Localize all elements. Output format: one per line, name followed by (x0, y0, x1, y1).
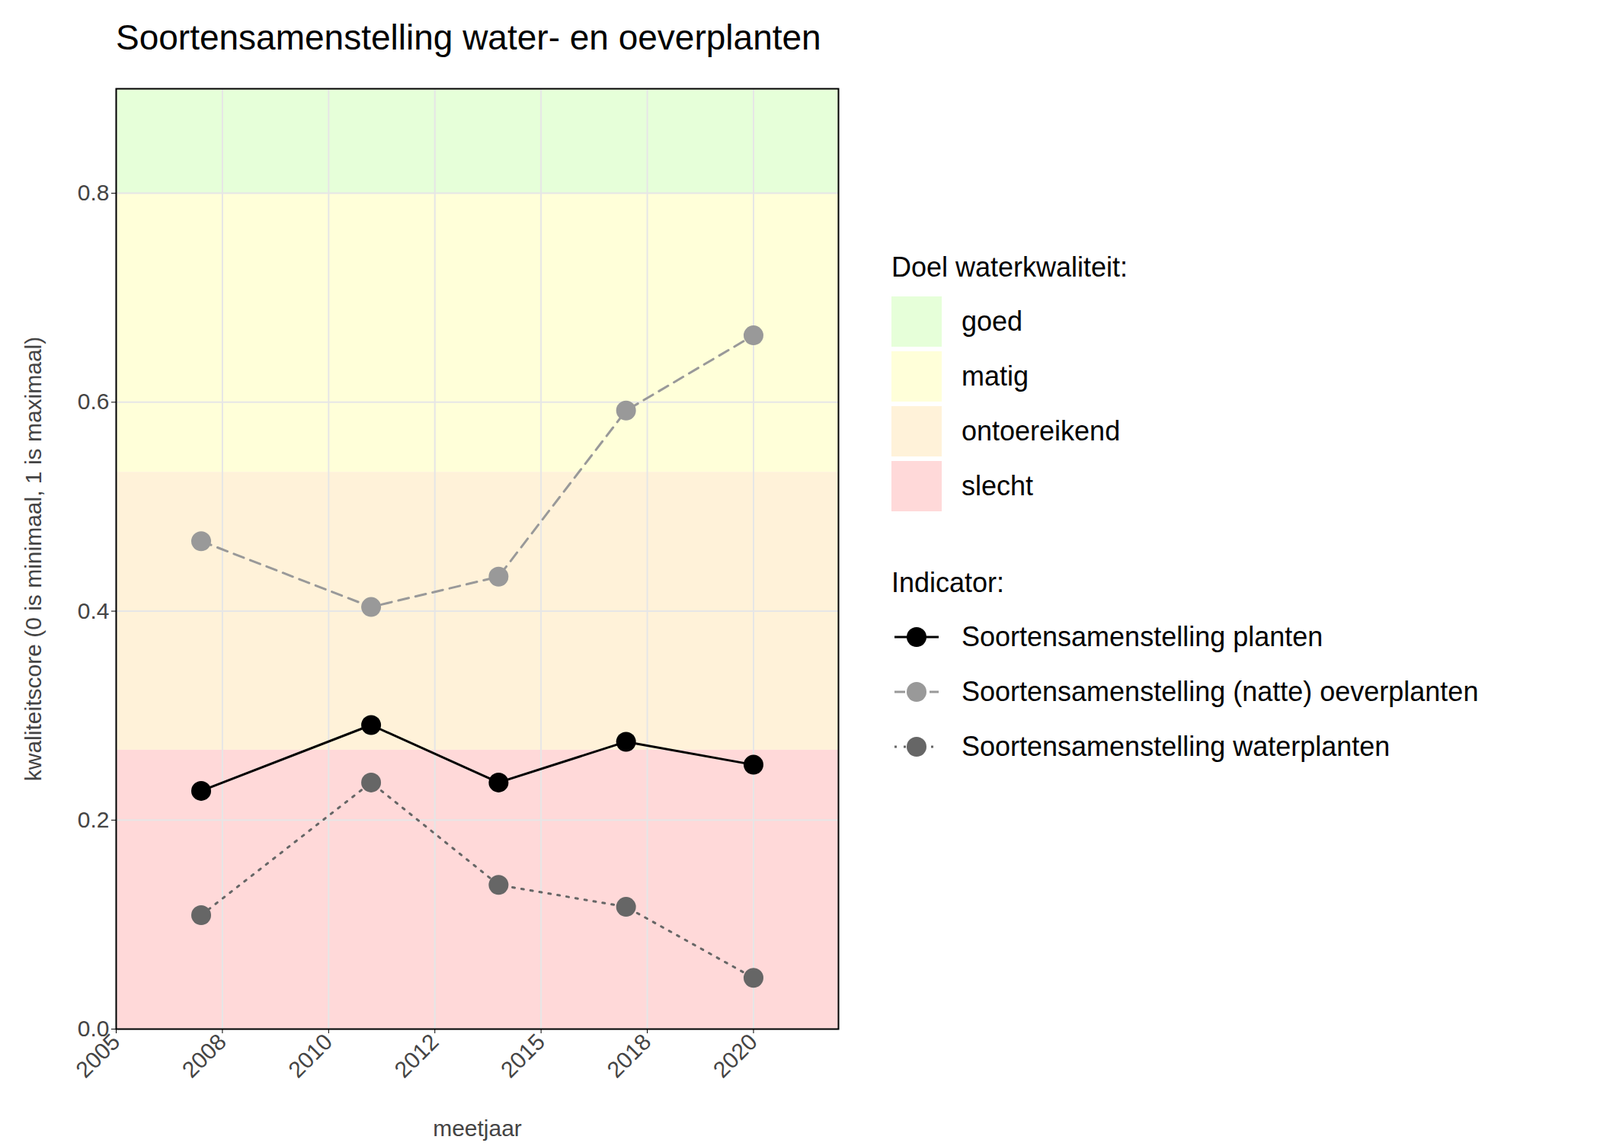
html-text:Doel waterkwaliteit:: Doel waterkwaliteit: (891, 251, 1128, 283)
svg-text:0.8: 0.8 (77, 179, 110, 205)
html-text:goed: goed (961, 305, 1023, 337)
svg-text:2008: 2008 (176, 1028, 231, 1083)
svg-text:2005: 2005 (70, 1028, 125, 1083)
html-text:Soortensamenstelling planten: Soortensamenstelling planten (961, 620, 1323, 653)
svg-text:2018: 2018 (601, 1028, 656, 1083)
html-text:matig: matig (961, 360, 1029, 392)
svg-text:0.2: 0.2 (77, 806, 110, 832)
svg-text:0.4: 0.4 (77, 598, 110, 624)
html-text:Indicator:: Indicator: (891, 566, 1005, 599)
svg-text:2010: 2010 (283, 1028, 338, 1083)
svg-text:0.0: 0.0 (77, 1015, 110, 1041)
html-text:ontoereikend: ontoereikend (961, 415, 1121, 447)
html-text:Soortensamenstelling water- en: Soortensamenstelling water- en oeverplan… (115, 17, 822, 58)
svg-text:meetjaar: meetjaar (432, 1115, 522, 1141)
html-text:Soortensamenstelling (natte) o: Soortensamenstelling (natte) oeverplante… (961, 675, 1479, 708)
svg-text:0.6: 0.6 (77, 388, 110, 414)
svg-text:2015: 2015 (496, 1028, 551, 1083)
svg-text:2012: 2012 (389, 1028, 444, 1083)
svg-text:2020: 2020 (707, 1028, 762, 1083)
svg-text:kwaliteitscore (0 is minimaal,: kwaliteitscore (0 is minimaal, 1 is maxi… (20, 336, 46, 781)
html-text:slecht: slecht (961, 470, 1034, 502)
html-text:Soortensamenstelling waterplan: Soortensamenstelling waterplanten (961, 730, 1390, 762)
